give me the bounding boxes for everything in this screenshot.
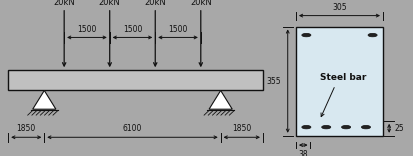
Text: 6100: 6100 bbox=[123, 124, 142, 133]
Text: 20kN: 20kN bbox=[190, 0, 211, 7]
Text: Steel bar: Steel bar bbox=[320, 73, 366, 83]
Circle shape bbox=[301, 33, 310, 37]
Text: 20kN: 20kN bbox=[144, 0, 166, 7]
Text: 20kN: 20kN bbox=[53, 0, 75, 7]
Bar bbox=[8, 70, 262, 90]
Circle shape bbox=[361, 125, 370, 129]
Text: 38: 38 bbox=[298, 150, 307, 156]
Bar bbox=[295, 27, 382, 136]
Text: 1500: 1500 bbox=[77, 24, 96, 34]
Text: 25: 25 bbox=[393, 124, 403, 133]
Circle shape bbox=[341, 125, 350, 129]
Text: 1500: 1500 bbox=[123, 24, 142, 34]
Circle shape bbox=[301, 125, 310, 129]
Circle shape bbox=[321, 125, 330, 129]
Text: 1850: 1850 bbox=[232, 124, 251, 133]
Polygon shape bbox=[209, 90, 232, 109]
Polygon shape bbox=[33, 90, 56, 109]
Text: 305: 305 bbox=[331, 3, 346, 12]
Text: 20kN: 20kN bbox=[99, 0, 120, 7]
Text: 1850: 1850 bbox=[17, 124, 36, 133]
Circle shape bbox=[367, 33, 376, 37]
Text: 355: 355 bbox=[266, 77, 281, 86]
Text: 1500: 1500 bbox=[168, 24, 187, 34]
